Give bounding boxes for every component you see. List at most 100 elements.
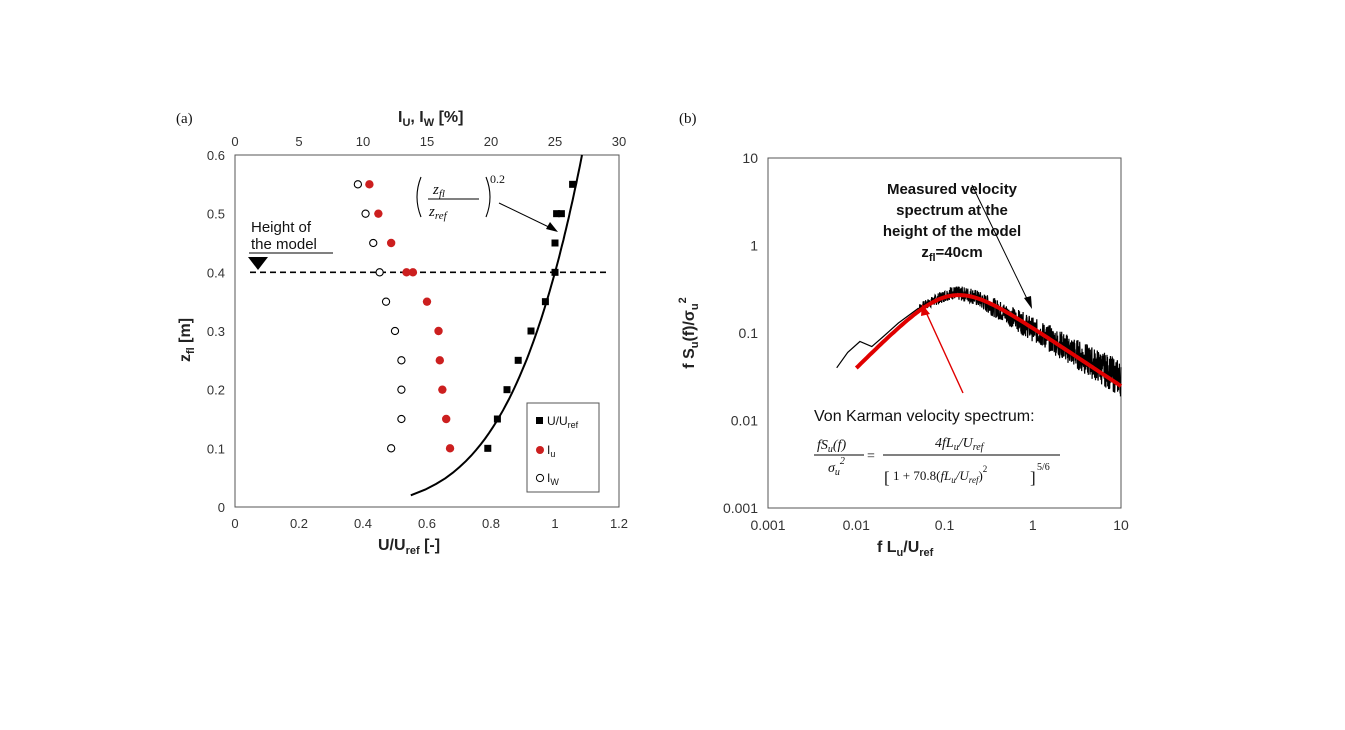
panel-b-measured-annotation-line2: spectrum at the — [896, 202, 1008, 219]
svg-text:4fLu/Uref: 4fLu/Uref — [935, 436, 985, 453]
y-tick-label: 0.01 — [731, 413, 758, 429]
u-uref-point — [541, 298, 549, 306]
y-tick-label: 0.3 — [207, 324, 225, 339]
iu-point — [434, 326, 443, 336]
panel-a-height-annotation-line2: the model — [251, 236, 317, 253]
iw-point — [369, 238, 378, 248]
u-uref-point — [557, 210, 565, 218]
y-tick-label: 0.4 — [207, 265, 225, 280]
iw-point — [381, 297, 391, 306]
u-uref-point — [527, 327, 535, 335]
x-top-tick-label: 15 — [420, 134, 434, 149]
u-uref-point — [551, 268, 559, 276]
x-tick-label: 0.6 — [418, 516, 436, 531]
x-top-tick-label: 0 — [231, 134, 238, 149]
panel-a-y-ticks: 0 0.1 0.2 0.3 0.4 0.5 0.6 — [207, 148, 225, 515]
legend-label-iw: IW — [547, 471, 559, 487]
iw-point — [375, 268, 384, 277]
iu-point — [435, 356, 444, 365]
iu-point — [365, 180, 374, 189]
iu-point — [408, 268, 418, 277]
y-tick-label: 0.6 — [207, 148, 225, 163]
panel-a-x-ticks-bottom: 0 0.2 0.4 0.6 0.8 1 1.2 — [231, 516, 628, 531]
panel-a-label: (a) — [176, 111, 193, 127]
panel-a-plot-frame — [234, 154, 620, 508]
x-top-tick-label: 5 — [295, 134, 302, 149]
x-top-tick-label: 10 — [356, 134, 370, 149]
iw-point — [353, 180, 363, 189]
iu-point — [442, 414, 451, 424]
iw-point — [390, 326, 400, 336]
panel-a-x-ticks-top: 0 5 10 15 20 25 30 — [231, 134, 626, 149]
legend-square-marker — [536, 417, 543, 424]
u-uref-point — [553, 210, 561, 218]
x-tick-label: 0.8 — [482, 516, 500, 531]
svg-text:zfl: zfl — [432, 182, 445, 200]
panel-b-measured-annotation-line3: height of the model — [883, 223, 1021, 240]
y-tick-label: 0.001 — [723, 500, 758, 516]
x-tick-label: 1 — [1029, 517, 1037, 533]
panel-b-von-karman-label: Von Karman velocity spectrum: — [814, 408, 1035, 425]
iw-point — [397, 356, 406, 365]
iw-point — [361, 209, 370, 218]
panel-b-measured-annotation-z: zfl=40cm — [921, 244, 982, 264]
panel-a-power-law-formula: zfl zref 0.2 — [416, 172, 558, 232]
svg-text:]: ] — [1030, 468, 1036, 487]
x-tick-label: 0.4 — [354, 516, 372, 531]
panel-b: (b) 0.001 0.01 0.1 1 10 0.001 0.01 0.1 1 10 f Lu… — [677, 111, 1129, 559]
x-tick-label: 0.01 — [843, 517, 870, 533]
svg-text:[: [ — [884, 468, 890, 487]
x-top-tick-label: 20 — [484, 134, 498, 149]
svg-text:0.2: 0.2 — [490, 172, 505, 186]
y-tick-label: 0.5 — [207, 207, 225, 222]
u-uref-point — [484, 444, 492, 452]
panel-b-von-karman-arrow — [924, 309, 964, 394]
u-uref-point — [569, 180, 577, 188]
panel-b-von-karman-formula: fSu(f) σu2 = 4fLu/Uref [ 1 + 70.8(fLu/Ur… — [814, 436, 1060, 487]
x-top-tick-label: 30 — [612, 134, 626, 149]
x-tick-label: 0.1 — [935, 517, 955, 533]
panel-a-bottom-axis-label: U/Uref [-] — [378, 537, 440, 557]
x-tick-label: 10 — [1113, 517, 1129, 533]
x-top-tick-label: 25 — [548, 134, 562, 149]
u-uref-point — [551, 239, 559, 247]
svg-text:5/6: 5/6 — [1037, 462, 1050, 473]
panel-b-von-karman-arrowhead — [921, 304, 930, 316]
iw-point — [397, 385, 406, 394]
svg-text:=: = — [867, 449, 875, 464]
y-tick-label: 0 — [218, 500, 225, 515]
svg-text:1 + 70.8(fLu/Uref)2: 1 + 70.8(fLu/Uref)2 — [893, 464, 987, 485]
iw-point — [397, 414, 406, 424]
panel-a-series — [353, 180, 577, 453]
svg-text:σu2: σu2 — [828, 456, 845, 478]
x-tick-label: 1.2 — [610, 516, 628, 531]
panel-b-measured-spectrum — [836, 286, 1122, 397]
panel-b-measured-arrow — [971, 184, 1031, 306]
x-tick-label: 0.001 — [750, 517, 785, 533]
panel-b-x-ticks: 0.001 0.01 0.1 1 10 — [750, 517, 1129, 533]
legend-label-iu: Iu — [547, 443, 555, 459]
panel-b-measured-annotation-line1: Measured velocity — [887, 181, 1018, 198]
u-uref-point — [493, 415, 501, 423]
svg-text:zref: zref — [428, 204, 449, 222]
panel-a-legend: U/Uref Iu IW — [526, 402, 600, 493]
panel-a-power-law-curve — [410, 154, 583, 497]
panel-b-measured-arrowhead — [1024, 296, 1032, 309]
panel-b-plot-frame — [767, 157, 1122, 509]
x-tick-label: 0 — [231, 516, 238, 531]
iu-point — [445, 444, 455, 453]
y-tick-label: 0.2 — [207, 383, 225, 398]
legend-label-u-uref: U/Uref — [547, 414, 579, 430]
legend-open-circle-marker — [535, 473, 545, 483]
iu-point — [374, 209, 383, 218]
iw-point — [387, 444, 396, 453]
y-tick-label: 0.1 — [739, 325, 759, 341]
y-tick-label: 0.1 — [207, 441, 225, 456]
panel-a-height-annotation-line1: Height of — [251, 219, 312, 236]
u-uref-point — [514, 356, 522, 364]
iu-point — [438, 385, 447, 394]
panel-b-y-axis-label: f Su(f)/σu2 — [677, 297, 701, 368]
legend-red-circle-marker — [536, 446, 544, 454]
panel-a-top-axis-label: IU, IW [%] — [398, 109, 463, 129]
